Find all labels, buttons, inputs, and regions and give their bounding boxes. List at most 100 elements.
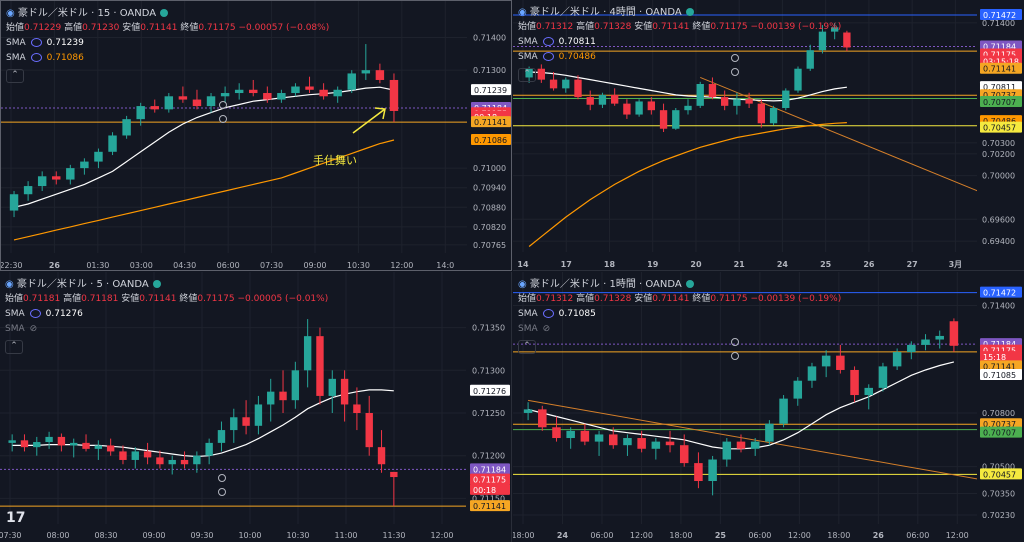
sma-legend-1[interactable]: SMA 0.70811 (518, 37, 596, 47)
chart-pane-15m[interactable]: 22:30 26 01:30 03:00 04:30 06:00 07:30 09:00 10:… (0, 0, 512, 271)
tradingview-logo: 17 (6, 510, 26, 526)
symbol-title[interactable]: 豪ドル／米ドル · 15 · OANDA (17, 8, 157, 19)
candle-body (574, 79, 582, 98)
chart-canvas[interactable]: 18:00 24 06:00 12:00 18:00 25 06:00 12:00 18:00 2… (513, 272, 1024, 542)
candle-body (305, 86, 314, 90)
candle-body (651, 441, 661, 449)
hidden-eye-icon[interactable]: ⊘ (29, 324, 38, 334)
price-label-box (470, 463, 510, 475)
candle-body (57, 436, 66, 446)
x-tick-label: 18:00 (669, 531, 692, 540)
candle-body (94, 445, 103, 449)
settings-icon[interactable] (542, 52, 554, 61)
candle-body (586, 97, 594, 105)
price-label-text: 03:15:18 (983, 58, 1019, 67)
x-tick-label: 24 (777, 260, 789, 269)
candle-body (779, 398, 788, 424)
candle-body (637, 438, 646, 449)
settings-icon[interactable] (30, 38, 42, 47)
chart-header: ◉ 豪ドル／米ドル · 15 · OANDA (6, 4, 169, 19)
chart-pane-4h[interactable]: 14 17 18 19 20 21 24 25 26 27 3月 0.71400 0.70300 0.70… (513, 0, 1024, 271)
candle-body (806, 50, 814, 69)
candle-body (793, 380, 803, 399)
candle-body (143, 451, 152, 458)
candle-body (538, 409, 547, 428)
chart-canvas[interactable]: 22:30 26 01:30 03:00 04:30 06:00 07:30 09:00 10:… (1, 1, 512, 271)
sma-legend-1[interactable]: SMA 0.71085 (518, 309, 596, 319)
candle-body (594, 434, 604, 442)
sma-line (529, 71, 847, 102)
collapse-legend-button[interactable]: ⌃ (518, 68, 536, 82)
price-label-text: 0.71239 (474, 86, 507, 95)
hidden-eye-icon[interactable]: ⊘ (542, 324, 551, 334)
candle-body (892, 352, 902, 367)
candle-body (525, 68, 533, 78)
candle-body (389, 79, 399, 111)
x-tick-label: 06:00 (748, 531, 771, 540)
sma-legend-2[interactable]: SMA 0.71086 (6, 53, 84, 63)
settings-icon[interactable] (29, 309, 41, 318)
x-tick-label: 06:00 (217, 261, 240, 270)
price-label-text: 0.70457 (983, 470, 1016, 479)
settings-icon[interactable] (542, 309, 554, 318)
settings-icon[interactable] (30, 53, 42, 62)
sma-legend-1[interactable]: SMA 0.71239 (6, 38, 84, 48)
annotation-text: 手仕舞い (313, 154, 357, 167)
chart-header: ◉ 豪ドル／米ドル · 4時間 · OANDA (518, 3, 694, 18)
candle-body (659, 110, 668, 129)
candle-body (193, 455, 201, 465)
candle-body (20, 440, 29, 448)
symbol-title[interactable]: 豪ドル／米ドル · 1時間 · OANDA (529, 279, 682, 290)
y-tick-label: 0.71150 (472, 494, 505, 503)
candle-body (361, 70, 371, 74)
candle-body (192, 99, 202, 107)
market-open-icon (685, 8, 694, 16)
candle-body (230, 417, 238, 431)
candle-body (665, 441, 675, 446)
candle-body (562, 79, 570, 89)
market-open-icon (152, 280, 161, 288)
chart-canvas[interactable]: 07:30 08:00 08:30 09:00 09:30 10:00 10:30 11:00… (0, 272, 512, 542)
collapse-legend-button[interactable]: ⌃ (5, 340, 23, 354)
candle-body (672, 110, 680, 129)
price-label-box (980, 468, 1022, 480)
candle-body (921, 339, 930, 345)
sma-legend-2[interactable]: SMA ⊘ (5, 324, 38, 334)
price-label-box (980, 360, 1022, 372)
x-tick-label: 17 (561, 260, 572, 269)
x-tick-label: 10:00 (238, 531, 261, 540)
price-label-box (470, 483, 510, 495)
candle-body (821, 355, 831, 367)
sma-legend-2[interactable]: SMA 0.70486 (518, 52, 596, 62)
y-tick-label: 0.70500 (982, 463, 1015, 472)
symbol-title[interactable]: 豪ドル／米ドル · 5 · OANDA (16, 279, 149, 290)
chart-pane-5m[interactable]: 07:30 08:00 08:30 09:00 09:30 10:00 10:30 11:00… (0, 272, 512, 542)
candle-body (935, 335, 944, 340)
event-icon (218, 488, 226, 496)
symbol-title[interactable]: 豪ドル／米ドル · 4時間 · OANDA (529, 7, 682, 18)
chart-canvas[interactable]: 14 17 18 19 20 21 24 25 26 27 3月 0.71400 0.70300 0.70… (513, 0, 1024, 271)
candle-body (611, 94, 619, 104)
collapse-legend-button[interactable]: ⌃ (6, 69, 24, 83)
ohlc-legend: 始値0.71312 高値0.71328 安値0.71141 終値0.71175 … (518, 294, 842, 304)
candle-body (119, 451, 127, 460)
y-tick-label: 0.71300 (472, 366, 505, 375)
sma-legend-2[interactable]: SMA ⊘ (518, 324, 551, 334)
candle-body (647, 101, 655, 111)
x-tick-label: 18 (604, 260, 616, 269)
price-label-text: 0.71175 (983, 51, 1016, 60)
x-tick-label: 19 (647, 260, 659, 269)
x-tick-label: 07:30 (260, 261, 283, 270)
chart-pane-1h[interactable]: 18:00 24 06:00 12:00 18:00 25 06:00 12:00 18:00 2… (513, 272, 1024, 542)
y-tick-label: 0.71000 (473, 164, 506, 173)
collapse-legend-button[interactable]: ⌃ (518, 340, 536, 354)
sma-line (13, 139, 395, 241)
y-tick-label: 0.70350 (982, 490, 1015, 499)
sma-legend-1[interactable]: SMA 0.71276 (5, 309, 83, 319)
candle-body (234, 89, 244, 94)
candle-body (765, 423, 774, 442)
event-icon (218, 474, 226, 482)
candle-body (9, 194, 19, 211)
settings-icon[interactable] (542, 37, 554, 46)
price-label-box (980, 9, 1022, 21)
